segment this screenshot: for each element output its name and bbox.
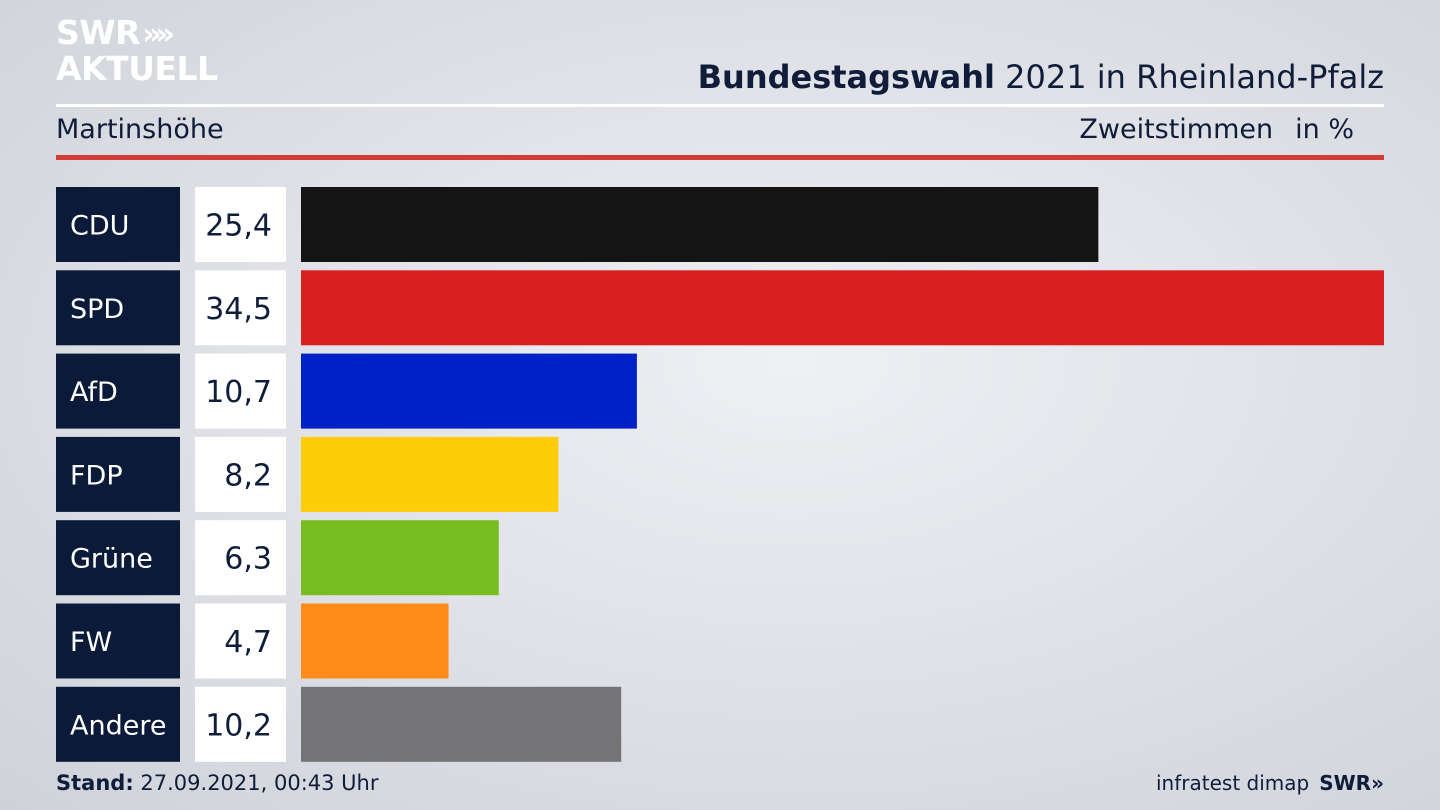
bar-fdp	[301, 436, 559, 512]
source-credit: infratest dimap SWR»	[1156, 771, 1384, 795]
value-box-gr-ne	[195, 520, 286, 596]
party-box-fdp	[56, 436, 180, 512]
bar-afd	[301, 353, 637, 429]
stand-label: Stand:	[56, 771, 134, 795]
value-label-afd: 10,7	[205, 375, 272, 410]
bar-fw	[301, 603, 449, 679]
page-title: Bundestagswahl 2021 in Rheinland-Pfalz	[698, 58, 1384, 96]
party-box-gr-ne	[56, 520, 180, 596]
bar-gr-ne	[301, 520, 499, 596]
party-box-fw	[56, 603, 180, 679]
party-box-spd	[56, 270, 180, 346]
bar-andere	[301, 686, 622, 762]
party-label-fdp: FDP	[70, 460, 123, 491]
swr-brand-logo: SWR»	[1319, 771, 1384, 795]
value-box-cdu	[195, 187, 286, 262]
party-label-spd: SPD	[70, 294, 124, 325]
unit-label: in %	[1295, 114, 1354, 145]
value-label-fdp: 8,2	[224, 458, 272, 493]
title-bold: Bundestagswahl	[697, 58, 995, 96]
value-label-fw: 4,7	[224, 625, 272, 660]
value-box-andere	[195, 686, 286, 762]
stand-value: 27.09.2021, 00:43 Uhr	[133, 771, 379, 795]
location-label: Martinshöhe	[56, 114, 224, 145]
value-box-afd	[195, 353, 286, 429]
party-label-fw: FW	[70, 627, 112, 658]
timestamp: Stand: 27.09.2021, 00:43 Uhr	[56, 771, 379, 795]
header-divider	[56, 104, 1384, 107]
party-box-afd	[56, 353, 180, 429]
logo-aktuell: AKTUELL	[56, 49, 218, 88]
bar-cdu	[301, 187, 1099, 262]
value-label-spd: 34,5	[205, 292, 272, 327]
party-label-andere: Andere	[70, 710, 166, 741]
bar-spd	[301, 270, 1384, 346]
logo-swr: SWR	[56, 13, 141, 52]
source-label: infratest dimap	[1156, 771, 1310, 795]
metric-header: Zweitstimmen in %	[1079, 114, 1354, 145]
value-label-andere: 10,2	[205, 708, 272, 743]
title-rest: 2021 in Rheinland-Pfalz	[995, 58, 1384, 96]
metric-label: Zweitstimmen	[1079, 114, 1274, 145]
value-box-fdp	[195, 436, 286, 512]
party-label-gr-ne: Grüne	[70, 544, 153, 575]
value-box-spd	[195, 270, 286, 346]
value-label-cdu: 25,4	[205, 209, 272, 244]
party-label-afd: AfD	[70, 377, 118, 408]
value-label-gr-ne: 6,3	[224, 542, 272, 577]
value-box-fw	[195, 603, 286, 679]
party-box-cdu	[56, 187, 180, 262]
accent-divider	[56, 155, 1384, 160]
party-label-cdu: CDU	[70, 211, 129, 242]
swr-aktuell-logo: SWR»» AKTUELL	[56, 16, 218, 86]
party-box-andere	[56, 686, 180, 762]
